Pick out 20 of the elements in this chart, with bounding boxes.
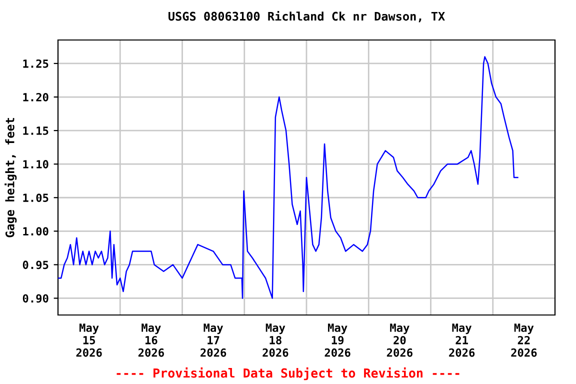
y-tick-label: 1.15	[23, 126, 48, 135]
text: ---- Provisional Data Subject to Revision ----	[116, 367, 460, 380]
y-tick-label: 0.90	[22, 294, 48, 303]
y-axis-title: Gage height, feet	[4, 118, 17, 238]
x-tick-label: May 20 2026	[386, 324, 412, 357]
x-tick-label: May 17 2026	[200, 324, 226, 357]
y-tick-label: 1.25	[23, 59, 48, 68]
y-tick-label: 0.95	[22, 260, 48, 270]
x-tick-label: May 18 2026	[262, 324, 288, 357]
chart-title: USGS 08063100 Richland Ck nr Dawson, TX	[168, 10, 445, 22]
x-tick-label: May 22 2026	[511, 324, 537, 357]
x-tick-label: May 21 2026	[449, 324, 475, 357]
y-tick-label: 1.20	[23, 92, 48, 102]
x-tick-label: May 15 2026	[76, 324, 102, 357]
y-tick-label: 1.00	[23, 227, 48, 236]
y-tick-label: 1.10	[23, 160, 48, 168]
x-tick-label: May 19 2026	[324, 324, 350, 357]
line-series	[58, 56, 518, 299]
x-tick-label: May 16 2026	[138, 324, 164, 357]
y-tick-label: 1.05	[23, 194, 48, 202]
